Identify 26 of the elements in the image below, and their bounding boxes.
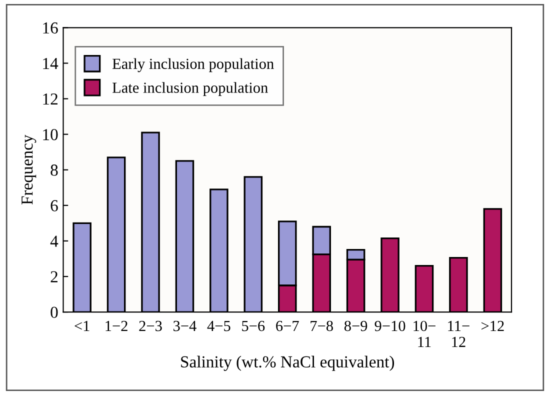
x-tick-label: >12: [482, 320, 504, 331]
x-tick-label: 8−9: [344, 320, 368, 332]
y-tick-label: 16: [43, 22, 58, 34]
legend-label: Early inclusion population: [112, 58, 274, 72]
y-tick-label: 12: [43, 93, 58, 105]
x-tick-label: 7−8: [310, 320, 333, 332]
legend-label: Late inclusion population: [112, 82, 268, 96]
x-tick-label: 11− 12: [448, 320, 470, 347]
x-tick-label: 6−7: [276, 320, 299, 332]
x-axis-title: Salinity (wt.% NaCl equivalent): [181, 356, 394, 371]
y-tick-label: 6: [50, 200, 58, 212]
x-tick-label: 4−5: [207, 320, 230, 332]
x-tick-label: 9−10: [374, 320, 406, 332]
y-tick-label: 8: [50, 164, 58, 176]
x-tick-label: 10− 11: [414, 320, 436, 347]
y-tick-label: 14: [43, 58, 58, 69]
y-tick-label: 2: [50, 271, 58, 282]
y-tick-label: 10: [43, 129, 58, 140]
x-tick-label: 1−2: [106, 320, 128, 331]
x-tick-label: 5−6: [242, 320, 265, 332]
x-tick-label: 2−3: [139, 320, 162, 332]
x-tick-label: 3−4: [174, 320, 196, 332]
x-tick-label: <1: [74, 320, 90, 331]
y-tick-label: 4: [50, 236, 58, 247]
y-tick-label: 0: [50, 306, 58, 318]
y-axis-title: Frequency: [22, 134, 36, 205]
